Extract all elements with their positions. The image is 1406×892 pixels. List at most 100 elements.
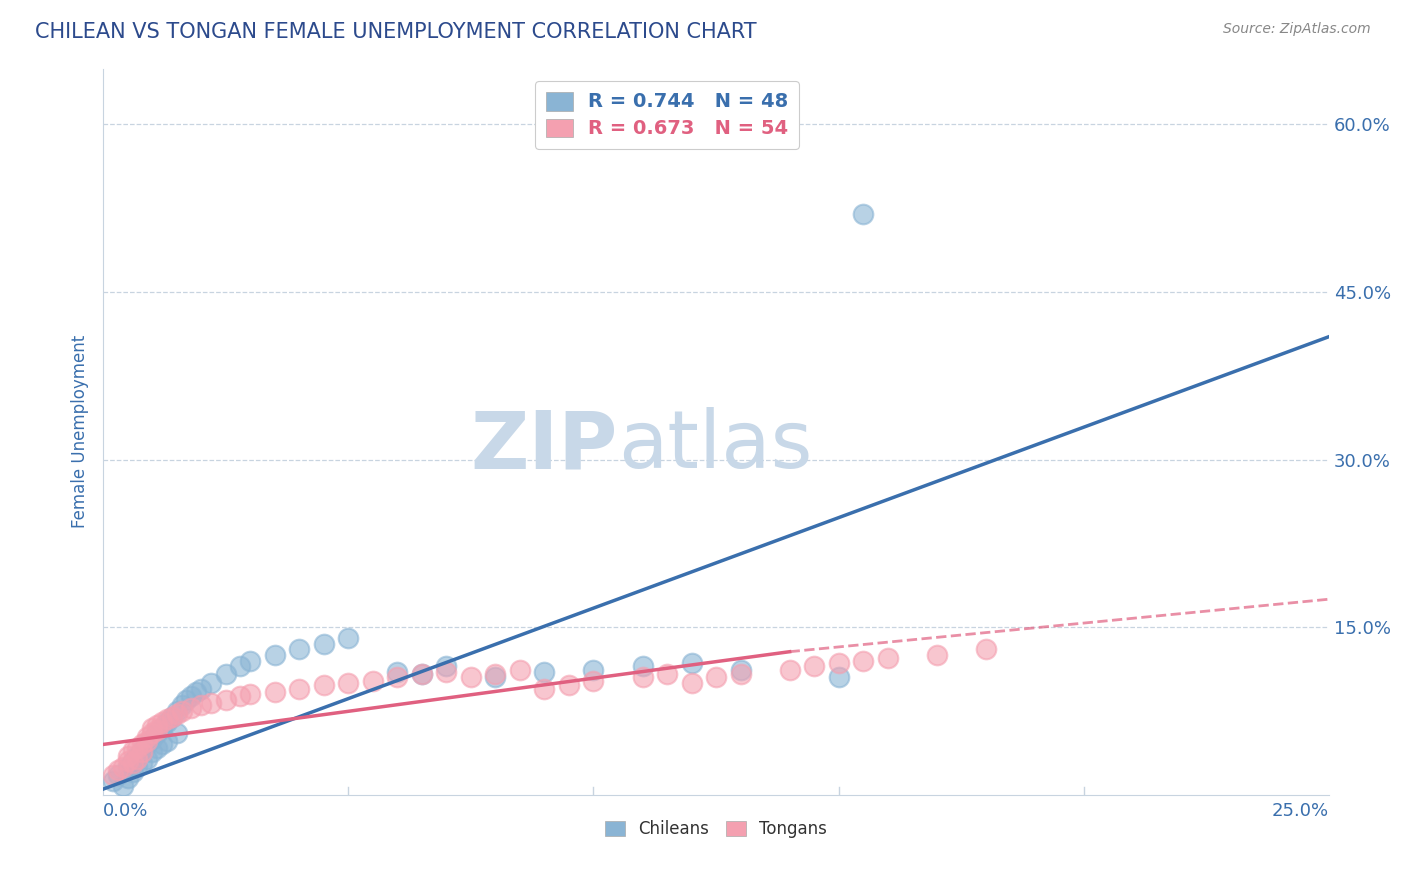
Point: [200, 696, 222, 710]
Point: [146, 718, 169, 732]
Point: [141, 731, 163, 746]
Point: [101, 774, 124, 789]
Point: [117, 760, 139, 774]
Point: [111, 760, 134, 774]
Point: [117, 771, 139, 785]
Point: [533, 665, 555, 679]
Point: [803, 659, 825, 673]
Point: [288, 642, 311, 657]
Point: [141, 721, 163, 735]
Point: [190, 698, 212, 713]
Point: [166, 726, 188, 740]
Point: [484, 667, 506, 681]
Point: [136, 752, 159, 766]
Point: [141, 726, 163, 740]
Point: [681, 656, 703, 670]
Point: [141, 745, 163, 759]
Point: [160, 709, 183, 723]
Point: [229, 690, 252, 704]
Point: [127, 748, 149, 763]
Point: [186, 685, 208, 699]
Point: [631, 659, 654, 673]
Point: [156, 715, 179, 730]
Point: [361, 673, 384, 688]
Point: [263, 685, 285, 699]
Point: [312, 678, 335, 692]
Point: [387, 665, 409, 679]
Text: CHILEAN VS TONGAN FEMALE UNEMPLOYMENT CORRELATION CHART: CHILEAN VS TONGAN FEMALE UNEMPLOYMENT CO…: [35, 22, 756, 42]
Point: [117, 754, 139, 768]
Point: [411, 667, 433, 681]
Point: [582, 673, 605, 688]
Point: [170, 698, 193, 713]
Point: [852, 207, 875, 221]
Point: [121, 743, 143, 757]
Point: [876, 651, 898, 665]
Point: [131, 743, 153, 757]
Point: [533, 681, 555, 696]
Point: [131, 745, 153, 759]
Point: [121, 756, 143, 771]
Point: [146, 726, 169, 740]
Point: [827, 656, 849, 670]
Text: atlas: atlas: [619, 407, 813, 485]
Point: [101, 767, 124, 781]
Legend: Chileans, Tongans: Chileans, Tongans: [599, 814, 834, 845]
Point: [974, 642, 997, 657]
Point: [704, 670, 727, 684]
Point: [312, 637, 335, 651]
Text: 0.0%: 0.0%: [103, 803, 149, 821]
Point: [166, 704, 188, 718]
Point: [288, 681, 311, 696]
Point: [239, 687, 262, 701]
Text: 25.0%: 25.0%: [1272, 803, 1329, 821]
Point: [229, 659, 252, 673]
Point: [337, 632, 360, 646]
Point: [127, 740, 149, 755]
Point: [730, 667, 752, 681]
Point: [117, 748, 139, 763]
Point: [121, 754, 143, 768]
Point: [131, 738, 153, 752]
Point: [176, 692, 198, 706]
Point: [631, 670, 654, 684]
Point: [150, 721, 173, 735]
Point: [852, 654, 875, 668]
Point: [127, 752, 149, 766]
Point: [387, 670, 409, 684]
Point: [215, 692, 238, 706]
Point: [655, 667, 678, 681]
Point: [160, 709, 183, 723]
Point: [131, 756, 153, 771]
Point: [434, 659, 457, 673]
Point: [827, 670, 849, 684]
Point: [150, 738, 173, 752]
Point: [582, 663, 605, 677]
Text: ZIP: ZIP: [471, 407, 619, 485]
Point: [146, 740, 169, 755]
Text: Source: ZipAtlas.com: Source: ZipAtlas.com: [1223, 22, 1371, 37]
Point: [411, 667, 433, 681]
Point: [136, 738, 159, 752]
Point: [170, 704, 193, 718]
Point: [121, 765, 143, 780]
Point: [146, 723, 169, 737]
Point: [509, 663, 531, 677]
Point: [150, 715, 173, 730]
Point: [180, 690, 202, 704]
Point: [484, 670, 506, 684]
Point: [215, 667, 238, 681]
Point: [681, 676, 703, 690]
Point: [166, 707, 188, 722]
Point: [136, 734, 159, 748]
Point: [239, 654, 262, 668]
Point: [337, 676, 360, 690]
Point: [434, 665, 457, 679]
Point: [107, 767, 129, 781]
Point: [779, 663, 801, 677]
Point: [558, 678, 581, 692]
Point: [200, 676, 222, 690]
Point: [460, 670, 482, 684]
Y-axis label: Female Unemployment: Female Unemployment: [72, 335, 89, 528]
Point: [730, 663, 752, 677]
